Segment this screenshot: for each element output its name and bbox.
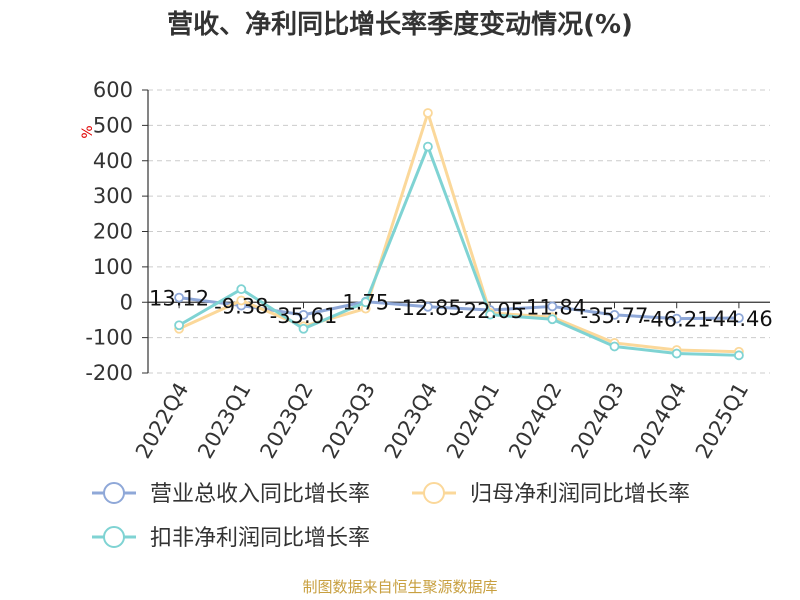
series-layer [174,108,744,361]
data-label: 13.12 [149,287,209,311]
data-point [236,295,247,306]
grid [148,89,770,374]
data-point [609,310,620,320]
x-tick-label: 2023Q1 [193,379,255,463]
series-line [178,145,739,357]
data-point [298,309,309,320]
y-tick-label: 400 [93,149,133,173]
legend-marker-icon [423,482,445,504]
y-tick-label: 500 [93,113,133,137]
data-point [734,350,744,361]
data-label: -35.61 [270,304,338,328]
x-tick-label: 2023Q4 [380,379,442,463]
data-point [485,309,496,320]
y-tick-label: -100 [85,326,133,350]
data-label: -22.05 [456,299,524,323]
data-label: -44.46 [705,307,773,331]
x-tick-label: 2024Q3 [566,379,628,463]
y-axis: 600 500 400 300 200 100 0 -100 -200 [85,78,149,385]
data-label: -11.84 [518,295,586,319]
data-point [422,301,433,312]
data-point [671,313,682,324]
y-tick-label: -200 [85,361,133,385]
y-tick-label: 600 [93,78,133,102]
data-point [236,284,247,295]
x-tick-label: 2023Q2 [255,379,317,463]
legend-label: 扣非净利润同比增长率 [150,526,370,551]
y-axis-label: % [80,125,96,138]
data-labels: 13.12 -9.38 -35.611.75 -12.85-22.05-11.84-3… [149,287,773,332]
y-tick-label: 100 [93,255,133,279]
data-label: 1.75 [342,291,389,315]
data-point [547,301,558,312]
y-tick-label: 200 [93,220,133,244]
legend-item[interactable]: 扣非净利润同比增长率 [92,526,370,551]
legend-item[interactable]: 营业总收入同比增长率 [92,482,370,507]
data-point [547,314,558,325]
legend-marker-icon [103,482,125,504]
data-label: -35.77 [581,304,649,328]
source-note: 制图数据来自恒生聚源数据库 [302,578,498,596]
legend-label: 营业总收入同比增长率 [150,482,370,507]
y-tick-label: 300 [93,184,133,208]
legend-marker-icon [103,526,125,548]
x-tick-label: 2024Q1 [442,378,504,462]
data-point [734,313,744,323]
x-tick-label: 2024Q2 [504,379,566,463]
data-point [422,141,433,152]
x-tick-label: 2022Q4 [131,379,193,463]
x-tick-label: 2025Q1 [691,379,753,463]
data-point [609,341,620,352]
data-point [174,320,185,331]
series-line [178,111,739,354]
legend-item[interactable]: 归母净利润同比增长率 [412,482,690,507]
data-label: -9.38 [214,295,268,319]
y-tick-label: 0 [120,290,133,314]
data-label: -12.85 [394,296,462,320]
data-point [298,323,309,334]
data-label: -46.21 [643,308,711,332]
data-point [174,292,185,303]
chart-title: 营收、净利同比增长率季度变动情况(%) [167,9,633,40]
data-point [671,348,682,359]
data-point [422,108,433,118]
data-point [360,297,371,308]
legend-label: 归母净利润同比增长率 [470,482,690,507]
x-tick-label: 2023Q3 [318,379,380,463]
x-tick-label: 2024Q4 [629,379,691,463]
